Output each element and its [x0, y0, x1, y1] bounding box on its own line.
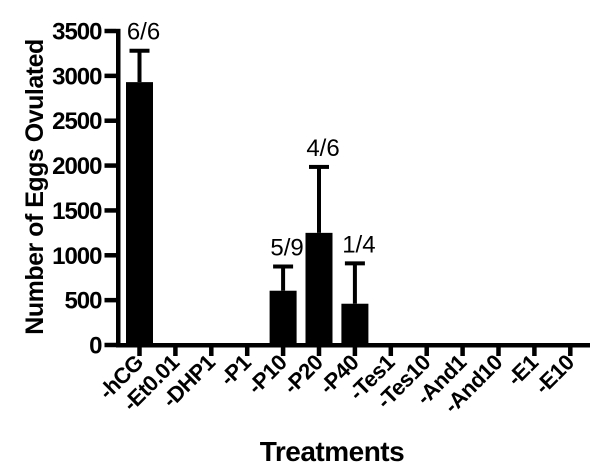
x-tick — [280, 347, 286, 356]
bar — [305, 232, 333, 345]
x-tick — [532, 347, 537, 356]
bar — [341, 303, 369, 345]
x-tick — [496, 347, 501, 356]
y-tick-label: 0 — [89, 333, 102, 360]
error-bar-cap — [344, 261, 365, 266]
error-bar-stem — [352, 263, 357, 304]
y-tick — [104, 253, 116, 258]
x-tick — [352, 347, 358, 356]
x-tick — [316, 347, 322, 356]
y-tick — [104, 73, 116, 79]
bar-annotation: 4/6 — [306, 135, 339, 162]
x-axis-line — [116, 343, 590, 348]
y-tick — [104, 28, 116, 34]
y-tick-label: 3000 — [52, 63, 102, 90]
error-bar-stem — [317, 166, 321, 233]
bar-annotation: 1/4 — [342, 231, 375, 258]
error-bar-cap — [273, 264, 294, 269]
y-tick-label: 2500 — [52, 108, 102, 135]
y-tick — [104, 297, 116, 303]
error-bar-stem — [137, 50, 142, 83]
y-tick — [104, 118, 116, 123]
x-tick — [209, 347, 214, 356]
x-tick — [244, 347, 250, 356]
bar-annotation: 6/6 — [127, 19, 160, 46]
x-tick — [173, 347, 178, 356]
bar — [126, 82, 153, 345]
y-tick — [104, 342, 116, 348]
y-tick-label: 500 — [64, 288, 102, 315]
y-axis-line — [116, 28, 121, 348]
y-tick-label: 1500 — [52, 198, 102, 225]
y-axis-title: Number of Eggs Ovulated — [21, 39, 49, 334]
bar-annotation: 5/9 — [270, 235, 303, 262]
x-axis-title: Treatments — [260, 436, 404, 467]
y-tick-label: 2000 — [52, 153, 102, 180]
x-tick — [568, 347, 573, 356]
bar — [269, 290, 297, 345]
x-tick — [424, 347, 429, 356]
y-tick — [104, 208, 116, 213]
y-tick-label: 1000 — [52, 243, 102, 270]
error-bar-stem — [281, 266, 286, 291]
error-bar-cap — [309, 164, 329, 169]
x-tick — [388, 347, 394, 356]
x-tick-label: -E10 — [530, 350, 579, 399]
error-bar-cap — [129, 48, 150, 53]
y-tick-label: 3500 — [52, 19, 102, 46]
y-tick — [104, 163, 116, 168]
x-tick — [460, 347, 465, 356]
x-tick — [137, 347, 142, 356]
plot-area: 6/6 5/9 4/6 1/4 0 500 1000 1500 2000 2500 3000 3500… — [52, 19, 590, 418]
